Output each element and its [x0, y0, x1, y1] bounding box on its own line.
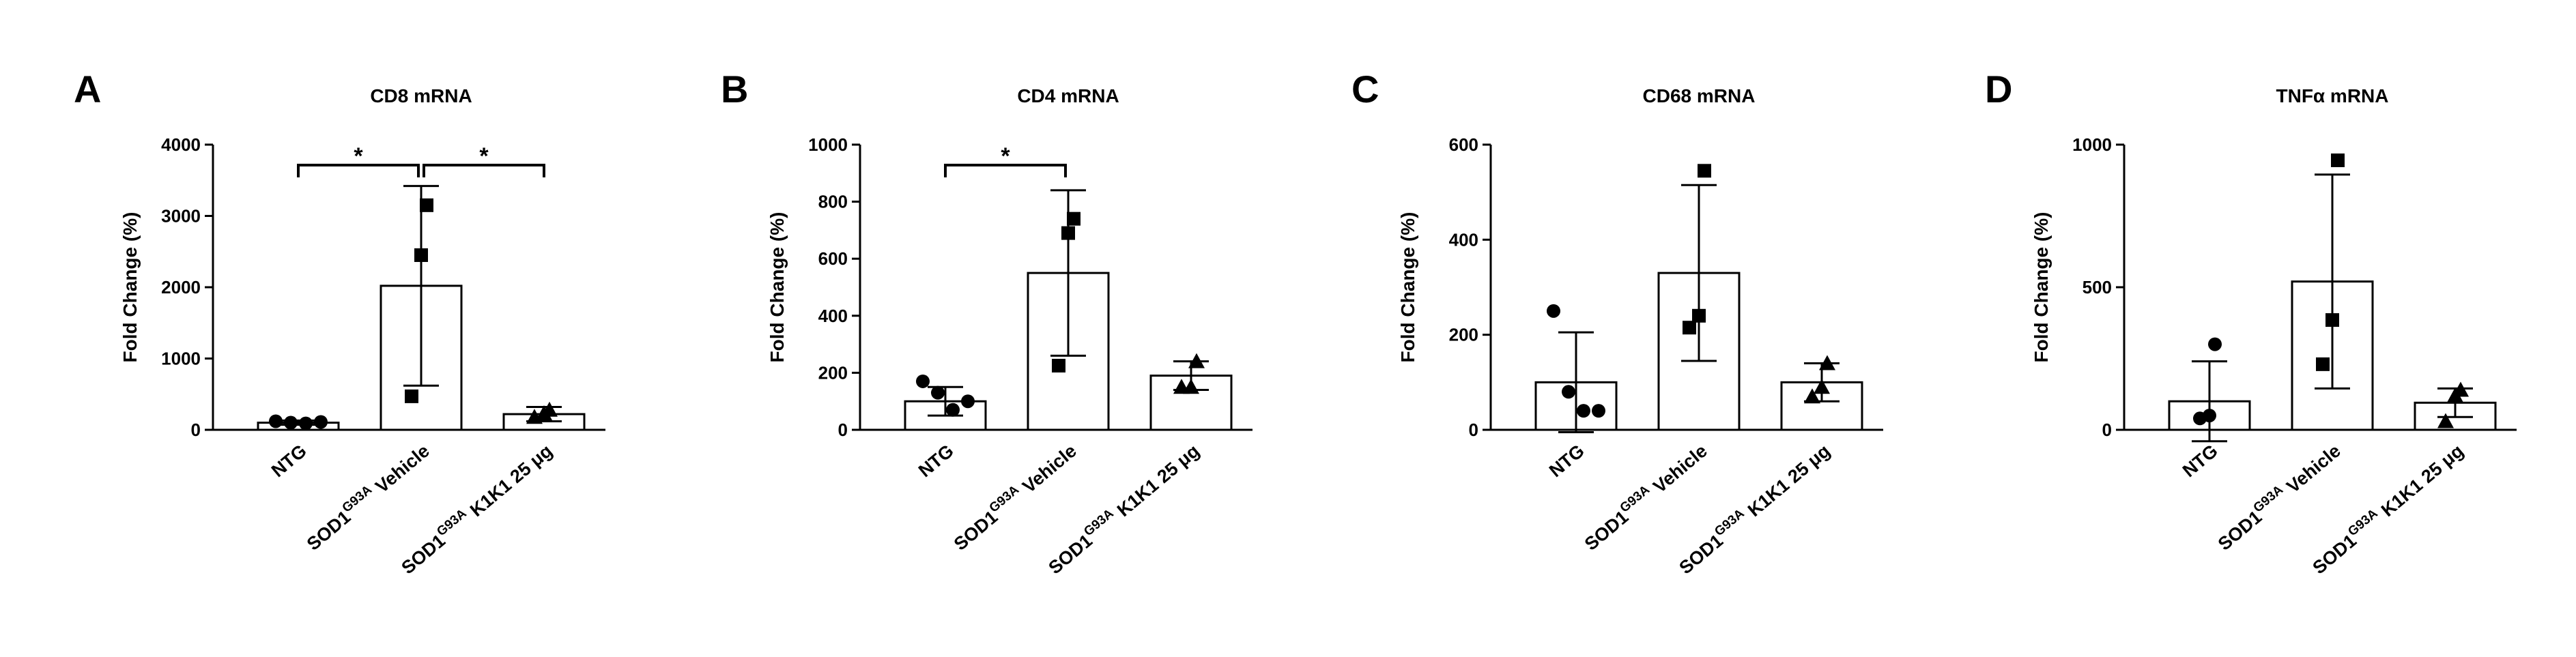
category-superscript: G93A [434, 506, 470, 539]
category-rest: Vehicle [2282, 441, 2345, 497]
y-axis-label: Fold Change (%) [2031, 212, 2052, 363]
data-point [269, 414, 283, 428]
data-point [299, 416, 313, 430]
y-axis-label: Fold Change (%) [1397, 212, 1418, 363]
significance-bracket [944, 164, 1067, 177]
y-tick-label: 0 [1469, 420, 1478, 440]
data-point [2437, 413, 2454, 428]
data-point [2447, 387, 2463, 403]
data-point [1698, 164, 1711, 178]
data-point [916, 374, 930, 388]
category-rest: K1K1 25 μg [466, 441, 556, 521]
significance-label: * [479, 143, 489, 169]
data-point [1067, 211, 1081, 226]
y-tick-label: 400 [818, 306, 848, 326]
chart-title: CD68 mRNA [1643, 85, 1756, 106]
x-tick-label: SOD1G93AVehicle [948, 439, 1081, 555]
data-point [1692, 308, 1706, 323]
data-point [2325, 313, 2339, 327]
chart-title: CD8 mRNA [370, 85, 472, 106]
significance-bracket [297, 164, 420, 177]
category-rest: Vehicle [1018, 441, 1081, 497]
x-tick-label: NTG [268, 441, 311, 482]
data-point [1052, 358, 1065, 373]
y-axis-label: Fold Change (%) [767, 212, 788, 363]
panel-label: C [1351, 68, 1379, 111]
data-point [414, 248, 428, 262]
chart-title: CD4 mRNA [1017, 85, 1119, 106]
y-tick-label: 1000 [161, 349, 201, 369]
category-superscript: G93A [340, 482, 375, 515]
data-point [536, 405, 552, 420]
data-point [1061, 226, 1075, 240]
y-tick-label: 500 [2083, 277, 2112, 297]
data-point [2193, 411, 2207, 426]
chart-title: TNFα mRNA [2276, 85, 2389, 106]
data-point [946, 403, 960, 417]
data-point [1819, 355, 1835, 370]
data-point [1547, 304, 1560, 318]
data-point [405, 389, 418, 403]
category-rest: K1K1 25 μg [1113, 441, 1203, 521]
data-point [314, 415, 328, 429]
y-tick-label: 3000 [161, 206, 201, 227]
category-superscript: G93A [1712, 506, 1747, 539]
y-tick-label: 4000 [161, 134, 201, 155]
x-tick-label: NTG [915, 441, 958, 482]
data-point [931, 385, 945, 400]
y-tick-label: 600 [1449, 134, 1478, 155]
data-point [526, 409, 543, 424]
panel-label: D [1985, 68, 2012, 111]
y-tick-label: 1000 [808, 134, 848, 155]
x-tick-label: NTG [2179, 441, 2222, 482]
y-tick-label: 200 [818, 362, 848, 383]
y-tick-label: 800 [818, 192, 848, 212]
data-point [2208, 337, 2222, 351]
data-point [961, 394, 975, 409]
x-tick-label: NTG [1545, 441, 1588, 482]
category-rest: Vehicle [371, 441, 433, 497]
significance-label: * [1001, 143, 1010, 169]
y-tick-label: 200 [1449, 325, 1478, 345]
category-superscript: G93A [1618, 482, 1653, 515]
data-point [2331, 153, 2345, 167]
x-tick-label: SOD1G93AVehicle [2212, 439, 2345, 555]
y-axis-label: Fold Change (%) [119, 212, 141, 363]
data-point [1592, 404, 1605, 418]
panel-label: B [721, 68, 748, 111]
data-point [284, 415, 298, 430]
y-tick-label: 600 [818, 248, 848, 269]
data-point [1188, 353, 1205, 368]
y-tick-label: 0 [2102, 420, 2112, 440]
category-rest: Vehicle [1649, 441, 1711, 497]
y-tick-label: 0 [191, 420, 201, 440]
category-rest: K1K1 25 μg [2377, 441, 2467, 521]
significance-bracket [423, 164, 545, 177]
y-tick-label: 0 [838, 420, 848, 440]
category-superscript: G93A [2345, 506, 2381, 539]
y-tick-label: 2000 [161, 277, 201, 297]
y-tick-label: 400 [1449, 229, 1478, 250]
category-superscript: G93A [987, 482, 1022, 515]
data-point [1683, 321, 1696, 335]
x-tick-label: SOD1G93AVehicle [1579, 439, 1711, 555]
category-superscript: G93A [2251, 482, 2287, 515]
category-rest: K1K1 25 μg [1744, 441, 1834, 521]
x-tick-label: SOD1G93AVehicle [301, 439, 433, 555]
data-point [1814, 379, 1830, 394]
significance-label: * [354, 143, 363, 169]
data-point [1804, 388, 1820, 404]
data-point [1173, 379, 1190, 394]
data-point [1577, 404, 1590, 418]
y-tick-label: 1000 [2072, 134, 2112, 155]
data-point [1562, 385, 1575, 399]
category-superscript: G93A [1081, 506, 1117, 539]
data-point [2316, 357, 2330, 371]
data-point [420, 198, 433, 212]
panel-label: A [74, 68, 101, 111]
